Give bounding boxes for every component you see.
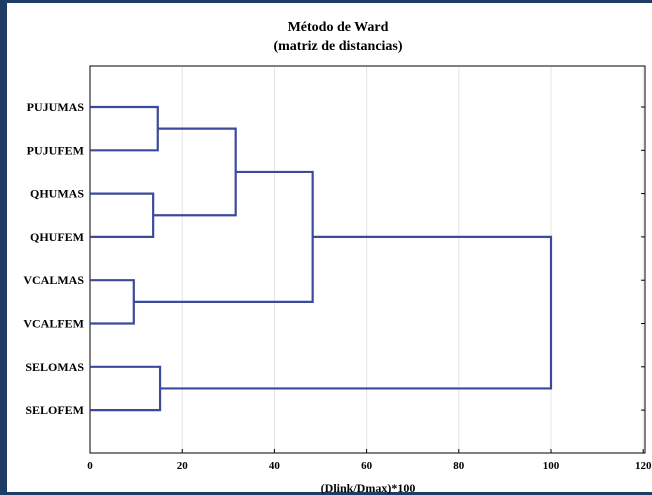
x-tick-label: 60 <box>361 460 373 472</box>
x-tick-label: 120 <box>635 460 652 472</box>
leaf-label: VCALFEM <box>23 317 84 331</box>
x-axis-ticks: 0 20 40 60 80 100 120 <box>87 106 652 472</box>
leaf-label: PUJUFEM <box>27 143 84 157</box>
x-tick-label: 80 <box>453 460 465 472</box>
x-tick-label: 40 <box>269 460 281 472</box>
leaf-labels: PUJUMAS PUJUFEM QHUMAS QHUFEM VCALMAS VCALFEM… <box>23 100 84 417</box>
leaf-label: SELOFEM <box>25 403 84 417</box>
x-axis-title: (Dlink/Dmax)*100 <box>321 481 416 495</box>
chart-title: Método de Ward <box>288 20 389 35</box>
merge-link <box>160 235 553 390</box>
x-tick-label: 100 <box>543 460 560 472</box>
x-tick-label: 20 <box>177 460 189 472</box>
plot-area <box>89 65 646 454</box>
x-tick-label: 0 <box>87 460 93 472</box>
leaf-label: QHUFEM <box>30 230 84 244</box>
leaf-label: PUJUMAS <box>27 100 85 114</box>
leaf-label: VCALMAS <box>23 273 84 287</box>
leaf-label: SELOMAS <box>25 360 84 374</box>
dendrogram-links <box>90 105 553 412</box>
leaf-label: QHUMAS <box>30 187 84 201</box>
chart-subtitle: (matriz de distancias) <box>273 39 402 54</box>
